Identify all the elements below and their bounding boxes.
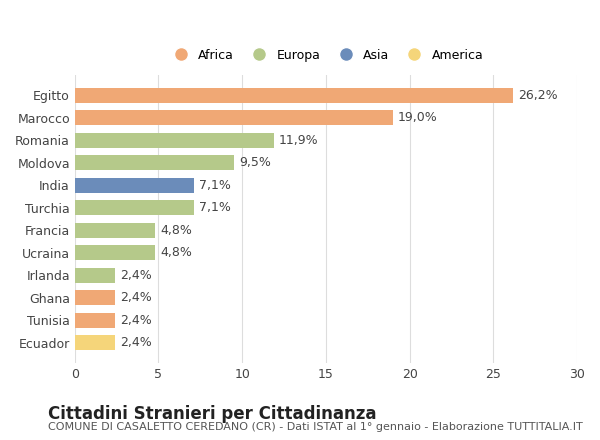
Text: 2,4%: 2,4% [120, 314, 152, 327]
Bar [75, 200, 194, 215]
Bar [75, 268, 115, 282]
Text: COMUNE DI CASALETTO CEREDANO (CR) - Dati ISTAT al 1° gennaio - Elaborazione TUTT: COMUNE DI CASALETTO CEREDANO (CR) - Dati… [48, 422, 583, 433]
Bar [75, 178, 194, 193]
Text: 11,9%: 11,9% [279, 134, 319, 147]
Text: 4,8%: 4,8% [160, 246, 192, 259]
Bar [75, 110, 393, 125]
Text: 2,4%: 2,4% [120, 291, 152, 304]
Text: Cittadini Stranieri per Cittadinanza: Cittadini Stranieri per Cittadinanza [48, 405, 377, 423]
Bar [75, 246, 155, 260]
Text: 7,1%: 7,1% [199, 179, 230, 192]
Bar [75, 88, 514, 103]
Bar [75, 335, 115, 350]
Bar [75, 133, 274, 147]
Text: 4,8%: 4,8% [160, 224, 192, 237]
Bar [75, 223, 155, 238]
Text: 2,4%: 2,4% [120, 269, 152, 282]
Bar [75, 313, 115, 327]
Bar [75, 290, 115, 305]
Text: 19,0%: 19,0% [398, 111, 437, 124]
Bar [75, 155, 234, 170]
Text: 2,4%: 2,4% [120, 336, 152, 349]
Legend: Africa, Europa, Asia, America: Africa, Europa, Asia, America [163, 44, 488, 66]
Text: 26,2%: 26,2% [518, 89, 558, 102]
Text: 7,1%: 7,1% [199, 201, 230, 214]
Text: 9,5%: 9,5% [239, 156, 271, 169]
